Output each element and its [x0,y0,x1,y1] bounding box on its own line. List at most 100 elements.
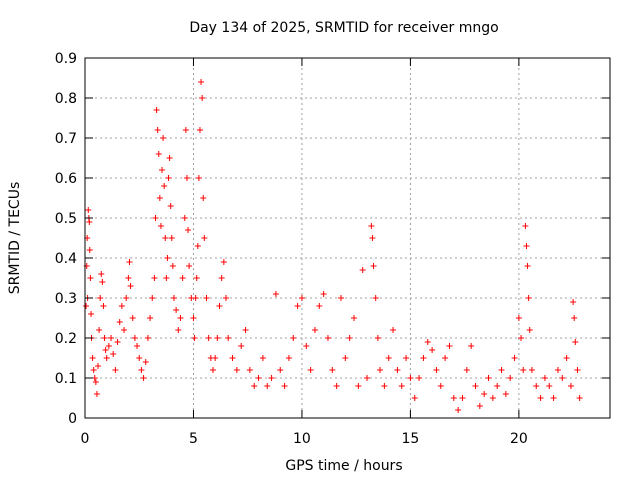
data-point [420,355,427,361]
data-point [446,343,453,349]
data-point [255,375,262,381]
data-point [100,303,107,309]
data-point [163,275,170,281]
data-point [526,327,533,333]
data-point [201,235,208,241]
data-point [192,295,199,301]
data-point [191,335,198,341]
y-tick-label: 0.2 [55,331,77,347]
axis-ticks [84,57,610,419]
data-point [571,315,578,321]
y-tick-label: 0.7 [55,131,77,147]
data-point [95,363,102,369]
data-point [342,355,349,361]
data-point [329,367,336,373]
data-point [381,383,388,389]
data-point [285,355,292,361]
data-point [264,383,271,389]
data-point [131,335,138,341]
data-point [272,291,279,297]
data-point [518,335,525,341]
data-point [394,367,401,373]
data-point [437,383,444,389]
data-point [205,335,212,341]
data-point [89,355,96,361]
data-point [83,303,90,309]
data-point [86,219,93,225]
data-point [476,403,483,409]
data-point [183,175,190,181]
data-point [134,343,141,349]
data-point [385,355,392,361]
data-point [511,355,518,361]
data-point [233,367,240,373]
x-tick-label: 0 [81,431,90,447]
data-point [574,367,581,373]
data-point [218,275,225,281]
data-point [337,295,344,301]
data-point [459,395,466,401]
data-point [468,343,475,349]
data-point [116,319,123,325]
data-point [472,383,479,389]
data-point [166,155,173,161]
data-point [155,151,162,157]
data-point [195,175,202,181]
plot-frame [84,57,611,419]
data-point [101,335,108,341]
data-point [181,215,188,221]
data-point [214,335,221,341]
x-axis-label: GPS time / hours [285,458,402,474]
data-point [96,327,103,333]
data-point [149,295,156,301]
data-point [186,263,193,269]
data-point [507,375,514,381]
data-point [162,235,169,241]
data-point [190,315,197,321]
data-point [103,355,110,361]
data-point [105,343,112,349]
data-point [559,375,566,381]
data-point [355,383,362,389]
grid [85,58,610,418]
data-point [136,355,143,361]
data-point [489,395,496,401]
data-point [364,375,371,381]
data-point [170,295,177,301]
data-point [498,367,505,373]
data-point [185,227,192,233]
data-point [442,355,449,361]
data-point [144,335,151,341]
data-point [112,367,119,373]
data-point [298,295,305,301]
data-point [121,327,128,333]
data-point [411,395,418,401]
data-point [567,383,574,389]
data-point [311,327,318,333]
data-point [229,355,236,361]
y-tick-label: 0.1 [55,371,77,387]
data-point [164,255,171,261]
data-point [123,295,130,301]
data-point [173,307,180,313]
data-point [494,383,501,389]
y-axis-label: SRMTID / TECUs [7,182,23,295]
data-point [522,223,529,229]
data-point [114,339,121,345]
data-point [351,315,358,321]
data-point [324,335,331,341]
data-point [126,259,133,265]
data-point [102,347,109,353]
data-point [159,167,166,173]
data-point [242,327,249,333]
data-point [225,335,232,341]
data-point [570,299,577,305]
data-point [377,367,384,373]
data-point [238,343,245,349]
data-point [481,391,488,397]
data-point [97,295,104,301]
data-point [98,271,105,277]
data-point [99,279,106,285]
data-point [194,243,201,249]
